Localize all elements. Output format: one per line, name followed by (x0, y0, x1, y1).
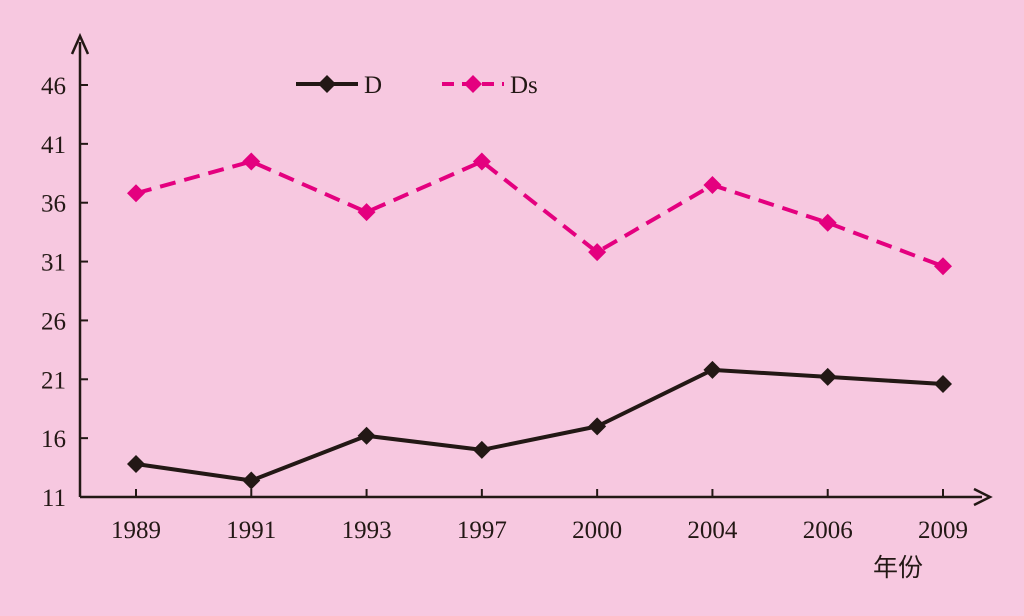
data-point-marker (703, 360, 722, 379)
data-point-marker (242, 152, 261, 171)
legend-label: D (364, 72, 382, 99)
data-point-marker (472, 440, 491, 459)
y-tick-label: 26 (41, 308, 66, 335)
legend-item-ds: Ds (442, 72, 538, 99)
series-d (127, 360, 952, 490)
y-tick-label: 36 (41, 191, 66, 218)
y-ticks: 11 16 21 26 31 36 41 46 (41, 73, 88, 512)
x-tick-label: 2006 (803, 517, 853, 544)
x-ticks: 1989 1991 1993 1997 2000 2004 2006 2009 (111, 489, 968, 544)
legend: D Ds (296, 72, 538, 99)
y-tick-label: 46 (41, 73, 66, 100)
legend-marker (464, 75, 482, 93)
x-tick-label: 1997 (457, 517, 507, 544)
x-tick-label: 1989 (111, 517, 161, 544)
data-point-marker (127, 455, 145, 474)
data-point-marker (357, 426, 376, 445)
series-layer (127, 152, 952, 490)
series-line (135, 159, 944, 269)
x-tick-label: 1991 (226, 517, 276, 544)
y-tick-label: 41 (41, 132, 66, 159)
y-axis (70, 32, 90, 497)
y-tick-label: 16 (41, 426, 66, 453)
series-ds (127, 152, 952, 276)
data-point-marker (818, 367, 837, 386)
legend-item-d: D (296, 72, 382, 99)
x-axis (80, 487, 993, 507)
data-point-marker (127, 184, 145, 203)
data-point-marker (934, 257, 952, 276)
x-tick-label: 1993 (342, 517, 392, 544)
data-point-marker (357, 203, 376, 222)
x-tick-label: 2004 (687, 517, 738, 544)
data-point-marker (934, 374, 952, 393)
data-point-marker (703, 176, 722, 195)
data-point-marker (472, 152, 491, 171)
y-tick-label: 21 (41, 367, 66, 394)
data-point-marker (588, 243, 607, 262)
x-tick-label: 2009 (918, 517, 968, 544)
data-point-marker (242, 471, 261, 490)
series-line (135, 367, 944, 483)
y-tick-label: 31 (41, 250, 66, 277)
y-tick-label: 11 (42, 485, 66, 512)
legend-label: Ds (510, 72, 538, 99)
x-tick-label: 2000 (572, 517, 622, 544)
data-point-marker (818, 213, 837, 232)
legend-marker (318, 75, 336, 93)
data-point-marker (588, 417, 607, 436)
x-axis-title: 年份 (873, 554, 923, 582)
